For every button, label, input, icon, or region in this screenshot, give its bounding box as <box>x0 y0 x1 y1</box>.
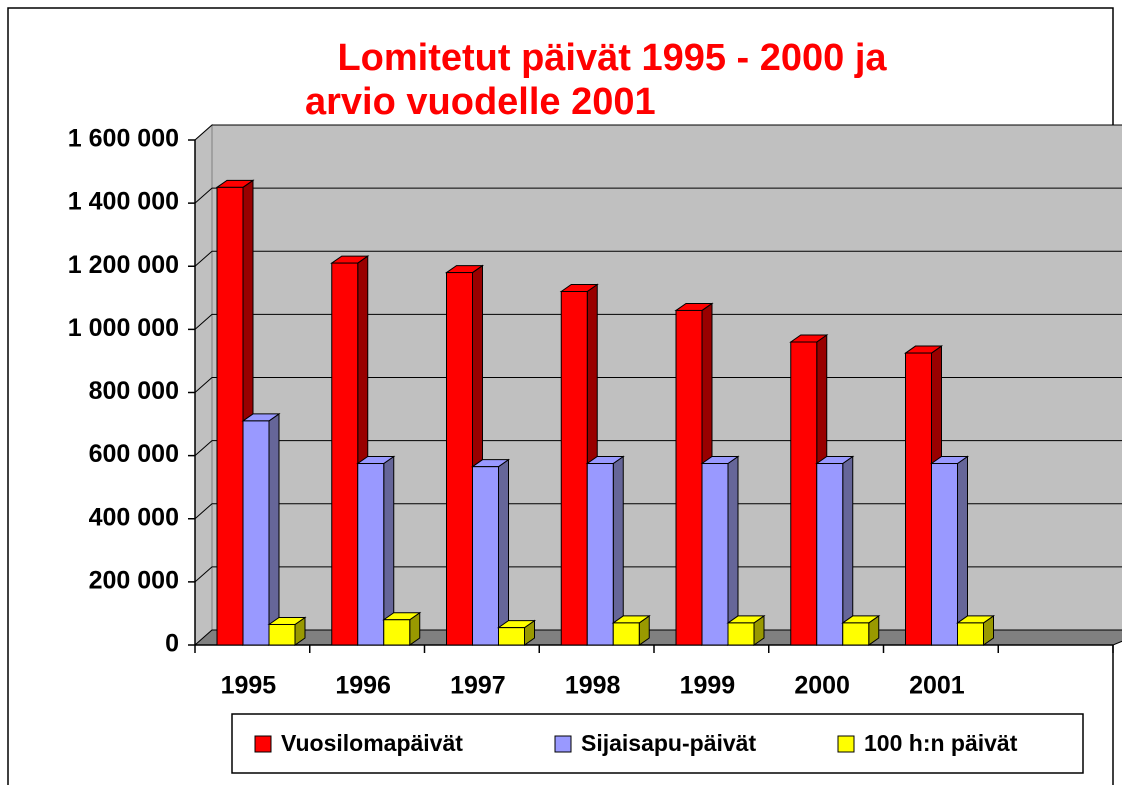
bar <box>357 463 385 646</box>
bar <box>701 463 729 646</box>
y-tick-label: 0 <box>165 630 179 658</box>
bar <box>331 262 359 646</box>
bar <box>472 466 499 646</box>
legend-swatch <box>554 735 572 753</box>
bar <box>560 291 588 646</box>
bar <box>586 463 614 646</box>
y-tick-label: 800 000 <box>89 377 179 405</box>
grid-line <box>194 440 1122 456</box>
bar <box>268 623 296 646</box>
x-tick-label: 1996 <box>335 672 391 700</box>
x-tick-label: 2000 <box>794 672 850 700</box>
bar-side <box>498 458 509 646</box>
bar <box>383 619 411 646</box>
chart-title: Lomitetut päivät 1995 - 2000 ja <box>337 37 887 79</box>
y-tick-label: 1 200 000 <box>68 251 179 279</box>
bar <box>905 352 932 646</box>
bar <box>816 463 844 646</box>
bar <box>675 309 703 646</box>
x-tick-label: 1997 <box>450 672 506 700</box>
legend-label: Vuosilomapäivät <box>281 730 463 756</box>
bar <box>790 341 818 646</box>
y-tick-label: 600 000 <box>89 440 179 468</box>
x-tick-label: 2001 <box>909 672 965 700</box>
y-tick-label: 1 600 000 <box>68 125 179 153</box>
bar <box>957 622 984 646</box>
x-tick-label: 1995 <box>221 672 277 700</box>
bar <box>446 272 473 646</box>
bar <box>842 622 870 646</box>
legend-swatch <box>254 735 272 753</box>
bar <box>498 627 525 646</box>
legend-swatch <box>837 735 855 753</box>
bar <box>727 622 755 646</box>
legend-label: Sijaisapu-päivät <box>581 730 756 756</box>
x-tick-label: 1999 <box>680 672 736 700</box>
grid-line <box>194 250 1122 267</box>
x-tick-label: 1998 <box>565 672 621 700</box>
chart-title: arvio vuodelle 2001 <box>305 81 656 123</box>
y-tick-label: 1 000 000 <box>68 314 179 342</box>
bar-side <box>268 412 280 646</box>
bar <box>612 622 640 646</box>
y-tick-label: 1 400 000 <box>68 188 179 216</box>
legend <box>231 713 1084 774</box>
bar <box>931 463 958 646</box>
grid-line <box>194 313 1122 330</box>
y-tick-label: 200 000 <box>89 566 179 594</box>
y-tick-label: 400 000 <box>89 503 179 531</box>
grid-line <box>194 377 1122 393</box>
grid-line <box>194 124 1122 141</box>
legend-label: 100 h:n päivät <box>864 730 1018 756</box>
grid-line <box>194 187 1122 204</box>
bar <box>216 186 244 646</box>
bar <box>242 420 270 646</box>
